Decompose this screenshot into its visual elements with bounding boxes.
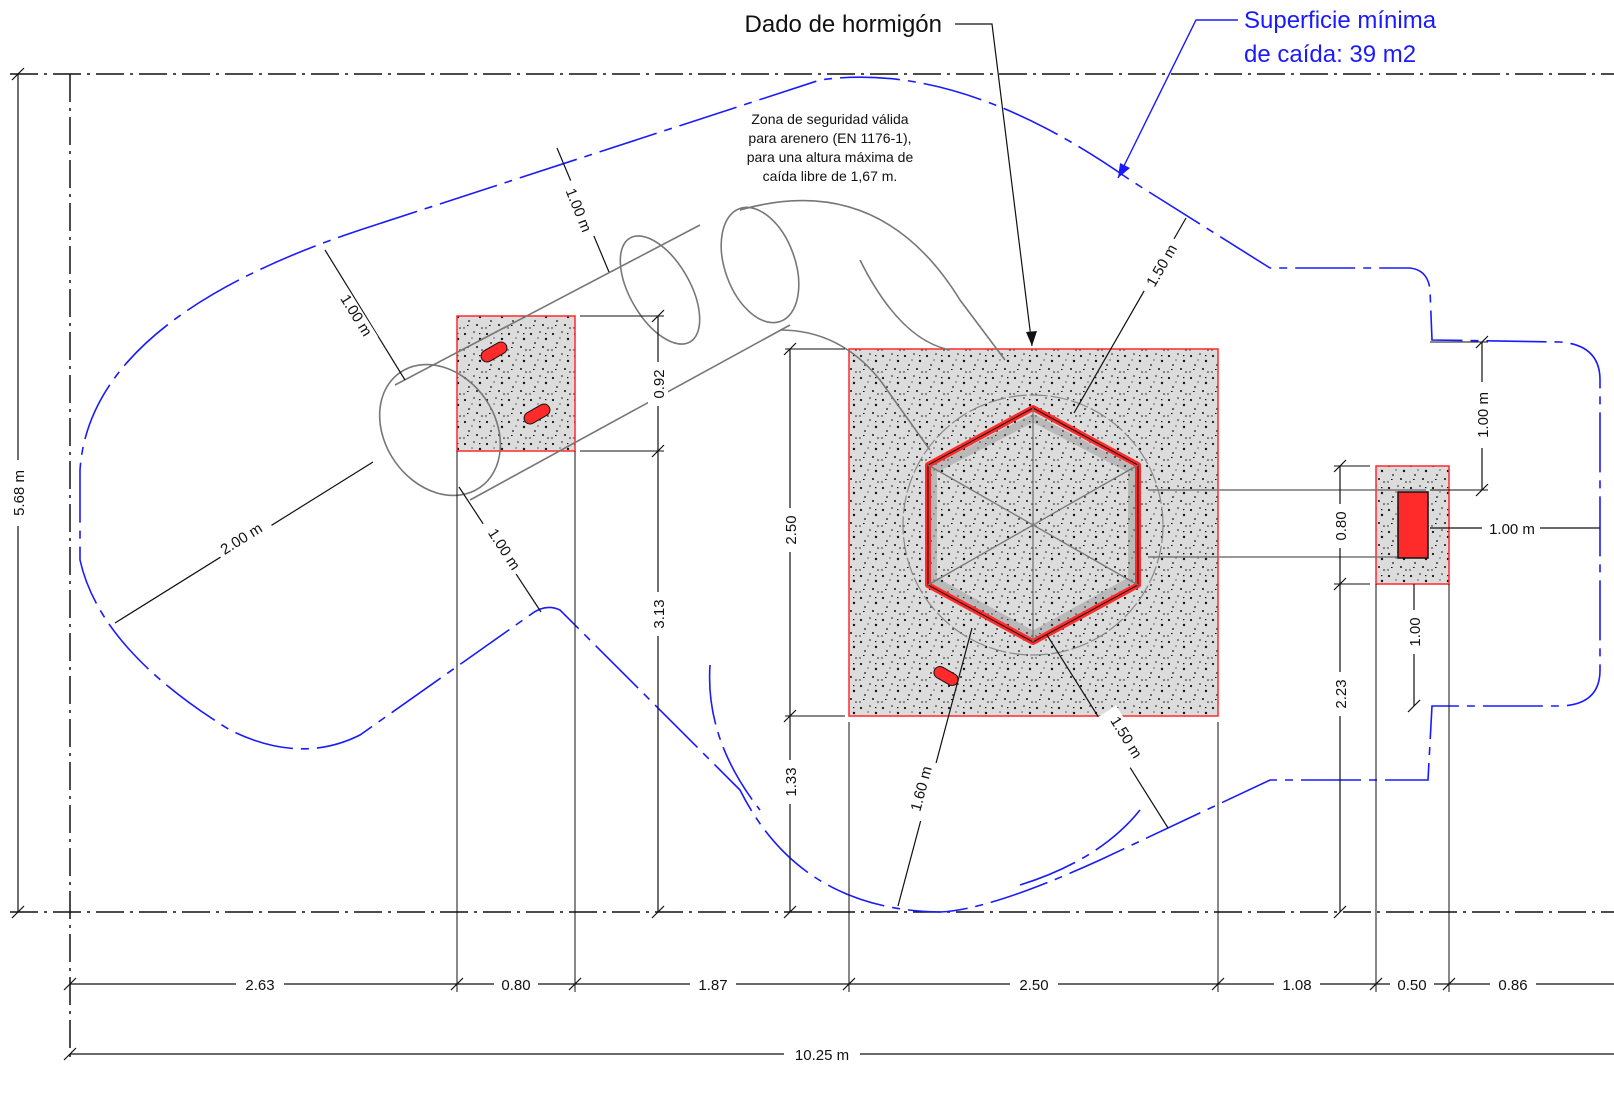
dim-total-height: 5.68 m [11,470,28,516]
callout-concrete-base: Dado de hormigón [745,11,942,38]
dim-v-0-80: 0.80 [1333,511,1350,540]
extension-lines [456,315,1488,992]
dim-v-2-23: 2.23 [1333,679,1350,708]
dim-right-1-00-h: 1.00 m [1489,521,1535,538]
dim-1-08: 1.08 [1282,977,1311,994]
post-slide-top [480,341,508,363]
dim-0-80: 0.80 [501,977,530,994]
note-line-1: Zona de seguridad válida [751,111,908,127]
dim-1-87: 1.87 [698,977,727,994]
boundary-lines [10,73,1614,1060]
callout-fall-surface-2: de caída: 39 m2 [1244,41,1416,68]
concrete-base-small [456,315,576,452]
note-line-3: para una altura máxima de [747,149,914,165]
callout-fall-surface-1: Superficie mínima [1244,7,1437,34]
dim-v-0-92: 0.92 [651,369,668,398]
dim-v-3-13: 3.13 [651,599,668,628]
note-line-2: para arenero (EN 1176-1), [748,130,911,146]
dim-right-1-00-v: 1.00 m [1475,392,1492,438]
hexagon-tower [902,394,1164,656]
dim-0-86: 0.86 [1498,977,1527,994]
dim-2-63: 2.63 [245,977,274,994]
post-right [1397,491,1429,559]
dim-v-1-00: 1.00 [1407,617,1424,646]
safety-zone-outline [79,76,1601,913]
safety-zone-note: Zona de seguridad válida para arenero (E… [747,111,914,184]
dim-0-50: 0.50 [1397,977,1426,994]
dim-total-width: 10.25 m [795,1047,849,1064]
dim-2-50: 2.50 [1019,977,1048,994]
note-line-4: caída libre de 1,67 m. [763,168,898,184]
dim-v-1-33: 1.33 [783,767,800,796]
monkey-bars [1148,489,1426,558]
post-slide-bottom [523,403,551,425]
dim-v-2-50: 2.50 [783,515,800,544]
callout-leaders [955,19,1238,347]
